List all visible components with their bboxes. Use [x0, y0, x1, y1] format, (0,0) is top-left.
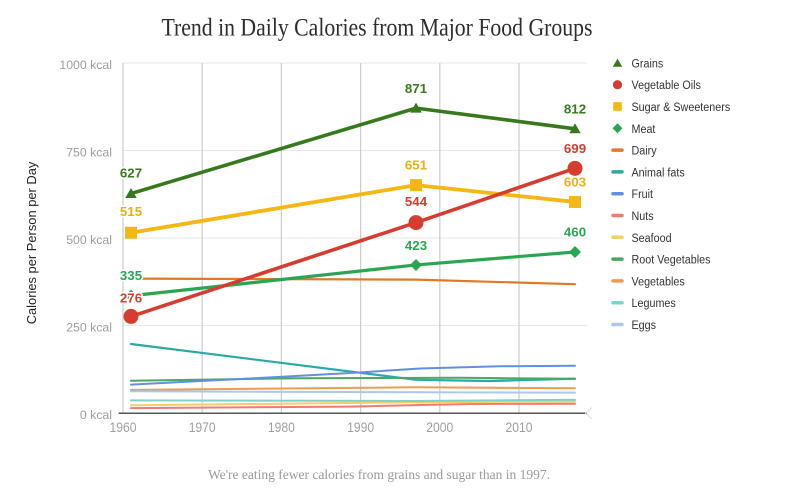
svg-text:Eggs: Eggs — [632, 318, 657, 332]
svg-text:Calories per Person per Day: Calories per Person per Day — [24, 161, 39, 324]
svg-text:423: 423 — [405, 238, 427, 253]
svg-text:603: 603 — [564, 174, 586, 189]
svg-text:515: 515 — [120, 204, 143, 219]
svg-text:2010: 2010 — [506, 419, 533, 435]
svg-text:We're eating fewer calories fr: We're eating fewer calories from grains … — [208, 467, 550, 482]
svg-text:0 kcal: 0 kcal — [80, 408, 112, 422]
svg-text:Legumes: Legumes — [632, 297, 676, 311]
svg-text:627: 627 — [120, 165, 142, 180]
svg-text:1000 kcal: 1000 kcal — [59, 58, 112, 72]
svg-text:500 kcal: 500 kcal — [66, 233, 112, 247]
svg-text:1990: 1990 — [347, 419, 374, 435]
svg-text:Animal fats: Animal fats — [632, 166, 685, 180]
svg-text:Grains: Grains — [632, 57, 664, 71]
svg-text:750 kcal: 750 kcal — [66, 145, 112, 159]
svg-text:699: 699 — [564, 141, 586, 156]
svg-text:Root Vegetables: Root Vegetables — [632, 253, 711, 267]
svg-text:Sugar & Sweeteners: Sugar & Sweeteners — [632, 100, 731, 114]
svg-text:Trend in Daily Calories from M: Trend in Daily Calories from Major Food … — [162, 15, 593, 42]
svg-text:Nuts: Nuts — [632, 209, 654, 223]
svg-text:1960: 1960 — [110, 419, 137, 435]
svg-text:Meat: Meat — [632, 122, 657, 136]
svg-text:250 kcal: 250 kcal — [66, 320, 112, 334]
svg-text:1970: 1970 — [189, 419, 216, 435]
svg-text:335: 335 — [120, 268, 143, 283]
svg-text:Dairy: Dairy — [632, 144, 657, 158]
svg-text:Fruit: Fruit — [632, 188, 654, 202]
svg-text:812: 812 — [564, 101, 586, 116]
svg-text:Vegetable Oils: Vegetable Oils — [632, 79, 702, 93]
svg-text:651: 651 — [405, 158, 428, 173]
svg-text:1980: 1980 — [268, 419, 295, 435]
svg-text:544: 544 — [405, 194, 428, 209]
svg-text:2000: 2000 — [426, 419, 453, 435]
svg-text:460: 460 — [564, 225, 586, 240]
svg-text:276: 276 — [120, 291, 142, 306]
svg-text:871: 871 — [405, 81, 428, 96]
svg-text:Seafood: Seafood — [632, 231, 672, 245]
svg-text:Vegetables: Vegetables — [632, 275, 685, 289]
